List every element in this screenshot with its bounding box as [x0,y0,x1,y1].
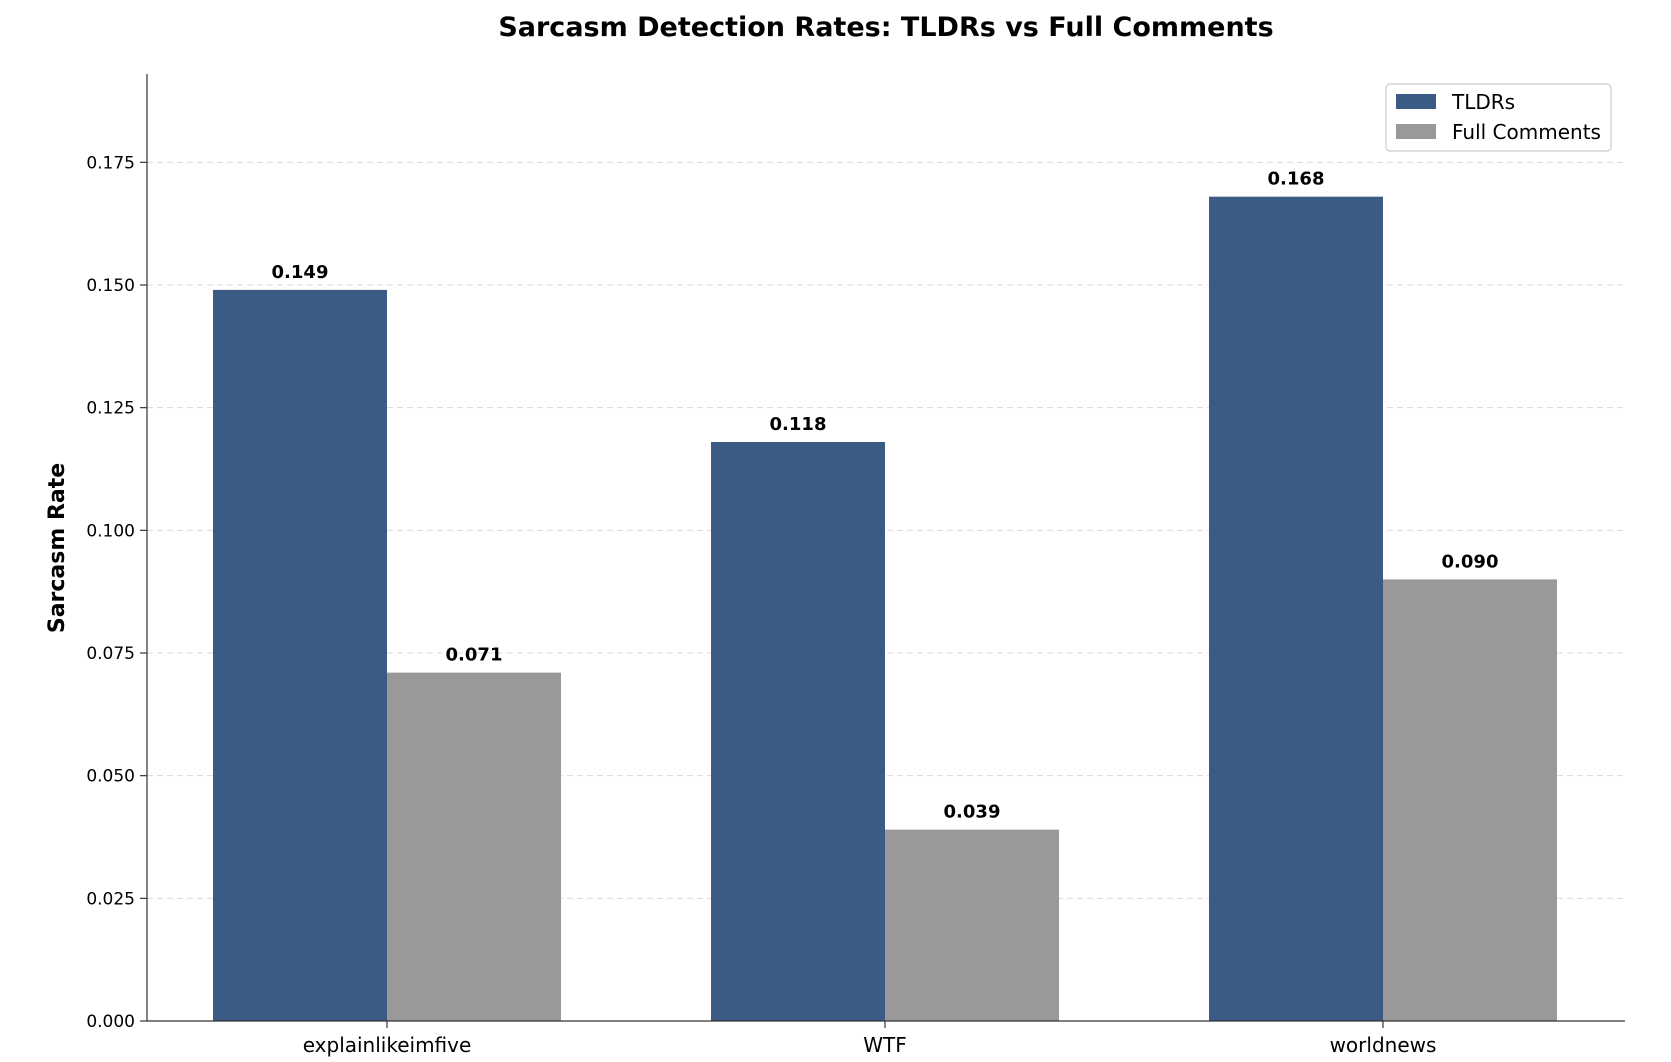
y-tick-label: 0.050 [86,767,135,787]
y-tick-label: 0.000 [86,1012,135,1032]
y-axis-label: Sarcasm Rate [45,463,70,633]
data-labels: 0.149 0.071 0.118 0.039 0.168 0.090 [272,169,1499,823]
x-tick-label: WTF [863,1033,907,1057]
legend: TLDRs Full Comments [1385,83,1612,152]
y-tick-label: 0.150 [86,276,135,296]
bar-tldrs-worldnews [1209,196,1383,1021]
y-tick-label: 0.175 [86,153,135,173]
bar-value-label: 0.118 [770,414,827,435]
bar-value-label: 0.071 [446,645,503,666]
bar-tldrs-explainlikeimfive [213,289,387,1021]
axes: 0.000 0.025 0.050 0.075 0.100 0.125 0.150 0.175… [86,74,1625,1057]
bar-value-label: 0.090 [1442,551,1499,572]
x-tick-label: explainlikeimfive [303,1033,472,1057]
bar-value-label: 0.168 [1268,169,1325,190]
legend-label-full-comments: Full Comments [1452,120,1601,144]
legend-frame [1385,83,1612,152]
x-tick-label: worldnews [1330,1033,1437,1057]
legend-swatch-tldrs [1396,94,1436,109]
y-tick-label: 0.025 [86,889,135,909]
bar-value-label: 0.039 [944,802,1001,823]
bar-full-comments-worldnews [1383,579,1557,1021]
legend-swatch-full-comments [1396,124,1436,139]
y-tick-label: 0.125 [86,399,135,419]
y-tick-label: 0.075 [86,644,135,664]
bar-value-label: 0.149 [272,262,329,283]
bar-full-comments-explainlikeimfive [387,672,561,1021]
bar-tldrs-wtf [711,442,885,1021]
bar-full-comments-wtf [885,829,1059,1021]
chart-title: Sarcasm Detection Rates: TLDRs vs Full C… [498,12,1273,43]
y-tick-label: 0.100 [86,521,135,541]
legend-label-tldrs: TLDRs [1451,90,1515,114]
bars [213,196,1557,1021]
